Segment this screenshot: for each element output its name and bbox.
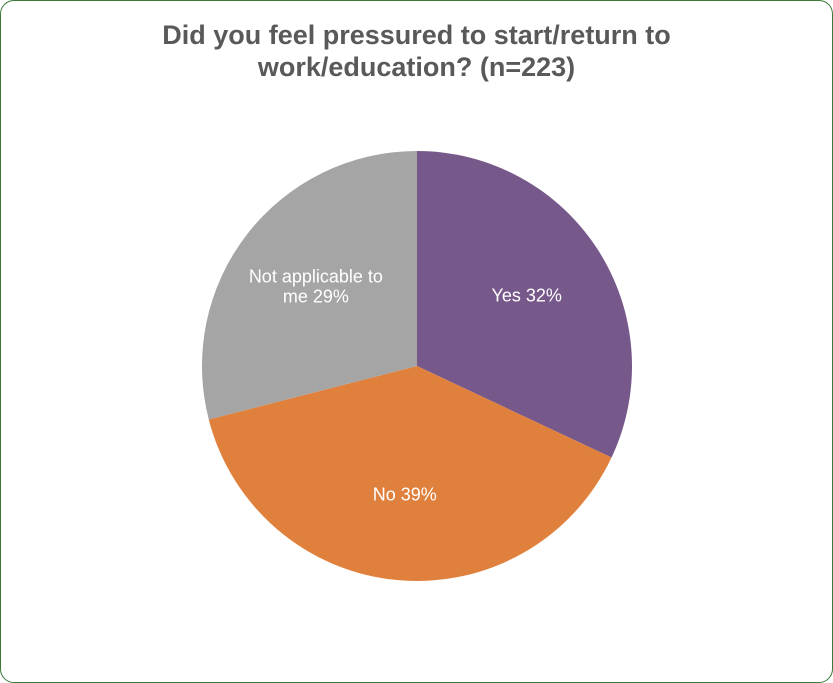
chart-title: Did you feel pressured to start/return t…	[1, 1, 832, 84]
pie-chart: Yes 32%No 39%Not applicable tome 29%	[197, 146, 637, 586]
pie-slice-label: Yes 32%	[491, 285, 561, 305]
chart-card: Did you feel pressured to start/return t…	[0, 0, 833, 683]
pie-chart-container: Yes 32%No 39%Not applicable tome 29%	[1, 146, 832, 586]
pie-slice-label: No 39%	[372, 484, 436, 504]
